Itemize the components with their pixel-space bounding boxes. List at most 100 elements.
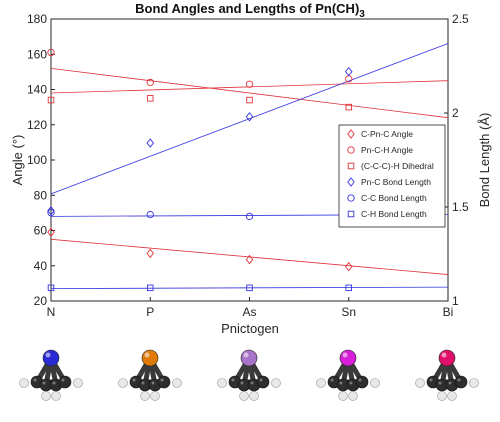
data-point [245,212,254,221]
data-point [146,95,154,102]
trend-line [50,80,449,94]
atom-highlight [33,378,37,382]
hydrogen-atom [118,378,128,388]
hydrogen-atom [239,391,249,401]
atom-highlight [243,352,249,358]
hydrogen-atom [348,391,358,401]
carbon-atom [58,375,72,389]
left-tick-label: 120 [27,118,47,132]
atom-highlight [160,378,164,382]
data-point [245,112,254,122]
chart-title: Bond Angles and Lengths of Pn(CH)3 [135,1,365,20]
hydrogen-atom [73,378,83,388]
atom-highlight [231,378,235,382]
molecule-images [19,349,479,401]
left-tick-label: 80 [34,188,48,202]
molecule-p [118,349,182,401]
data-point [47,208,55,217]
left-tick-label: 140 [27,83,47,97]
left-tick-label: 160 [27,47,47,61]
carbon-atom [256,375,270,389]
data-point [245,80,254,88]
hydrogen-atom [469,378,479,388]
legend-label: C-C Bond Length [361,193,427,203]
pnictogen-atom [42,349,60,367]
atom-highlight [132,378,136,382]
carbon-atom [157,375,171,389]
data-point [344,66,353,77]
molecule-bi [415,349,479,401]
legend: C-Pn-C Angle Pn-C-H Angle (C-C-C)-H Dihedr… [338,124,446,228]
atom-highlight [45,352,51,358]
data-point [146,284,154,292]
molecule-as [217,349,281,401]
hydrogen-atom [150,391,160,401]
data-point [345,103,353,111]
data-point [47,48,55,57]
atom-highlight [358,378,362,382]
data-point [146,210,154,219]
trend-line [50,43,449,195]
atom-highlight [144,352,150,358]
atom-highlight [349,381,353,385]
hydrogen-atom [51,391,61,401]
atom-highlight [441,352,447,358]
atom-highlight [52,381,56,385]
hydrogen-atom [19,378,29,388]
atom-highlight [457,378,461,382]
legend-label: Pn-C Bond Length [361,177,431,187]
data-point [47,284,55,292]
data-point [344,261,353,272]
hydrogen-atom [217,378,227,388]
atom-highlight [448,381,452,385]
hydrogen-atom [271,378,281,388]
left-tick-label: 40 [34,259,48,273]
atom-highlight [429,378,433,382]
left-tick-label: 100 [27,153,47,167]
trend-line [50,67,449,119]
hydrogen-atom [140,391,150,401]
legend-label: C-Pn-C Angle [361,129,413,139]
hydrogen-atom [370,378,380,388]
legend-marker [347,162,355,170]
atom-highlight [259,378,263,382]
hydrogen-atom [437,391,447,401]
pnictogen-atom [141,349,159,367]
molecule-n [19,349,83,401]
data-point [345,284,353,292]
left-tick-label: 180 [27,12,47,26]
y-axis-label-right: Bond Length (Å) [477,113,492,208]
data-point [47,227,55,237]
atom-highlight [42,381,46,385]
legend-marker [347,210,355,218]
carbon-atom [355,375,369,389]
hydrogen-atom [338,391,348,401]
legend-marker [347,129,355,139]
trend-line [50,286,449,289]
x-tick-label: N [47,305,56,319]
hydrogen-atom [447,391,457,401]
legend-marker [347,177,355,187]
x-tick-label: As [242,305,256,319]
hydrogen-atom [41,391,51,401]
right-tick-label: 2.5 [452,12,469,26]
atom-highlight [250,381,254,385]
hydrogen-atom [172,378,182,388]
atom-highlight [438,381,442,385]
x-tick-label: P [146,305,154,319]
right-tick-label: 2 [452,106,459,120]
atom-highlight [240,381,244,385]
right-tick-label: 1 [452,294,459,308]
left-tick-label: 60 [34,224,48,238]
x-tick-label: Sn [341,305,356,319]
pnictogen-atom [438,349,456,367]
y-axis-label-left: Angle (°) [10,135,25,186]
data-point [146,248,155,259]
atom-highlight [151,381,155,385]
carbon-atom [454,375,468,389]
trend-line [50,238,449,275]
legend-marker [347,146,355,154]
right-axis: 1 1.5 2 2.5 [444,12,469,308]
atom-highlight [339,381,343,385]
